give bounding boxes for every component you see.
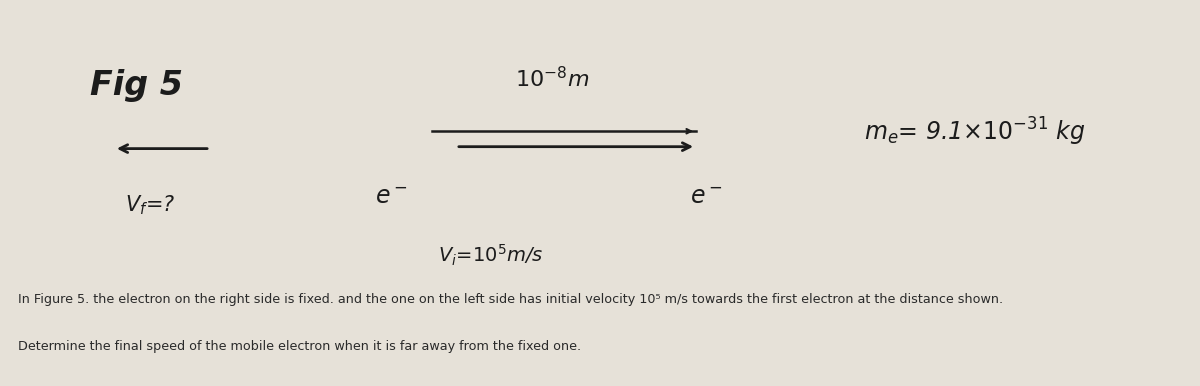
Text: Determine the final speed of the mobile electron when it is far away from the fi: Determine the final speed of the mobile …	[18, 340, 581, 353]
Text: $e^-$: $e^-$	[690, 185, 722, 209]
Text: $\mathit{V_i}$=$10^5$m/s: $\mathit{V_i}$=$10^5$m/s	[438, 243, 544, 268]
Text: $\mathit{V_f}$=?: $\mathit{V_f}$=?	[125, 193, 175, 217]
Text: In Figure 5. the electron on the right side is fixed. and the one on the left si: In Figure 5. the electron on the right s…	[18, 293, 1003, 306]
Text: $10^{-8}$m: $10^{-8}$m	[515, 66, 589, 91]
Text: $m_e$= 9.1$\times$$10^{-31}$ kg: $m_e$= 9.1$\times$$10^{-31}$ kg	[864, 116, 1086, 148]
Text: $e^-$: $e^-$	[376, 185, 408, 209]
Text: Fig 5: Fig 5	[90, 69, 182, 102]
